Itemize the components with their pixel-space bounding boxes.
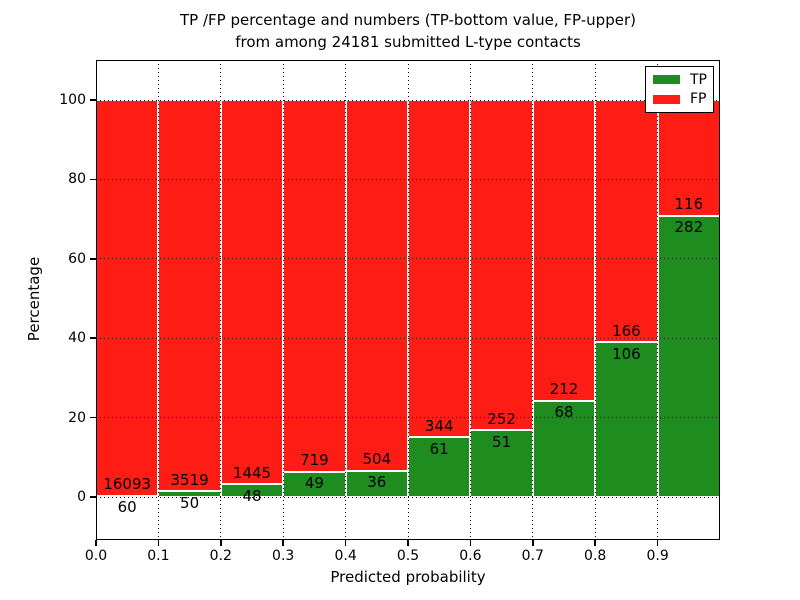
bar-segment-tp [595, 342, 658, 497]
x-tick-mark [344, 540, 347, 546]
fp-count-label: 344 [424, 416, 454, 435]
bar-segment-tp [408, 437, 471, 497]
legend-swatch-tp [653, 75, 680, 85]
h-gridline [96, 99, 720, 101]
y-tick-mark [90, 178, 96, 181]
bar-segment-fp [220, 100, 284, 485]
fp-count-label: 116 [674, 195, 704, 214]
v-gridline [157, 60, 159, 540]
bar-segment-fp [595, 100, 658, 343]
v-gridline [657, 60, 659, 540]
tp-count-label: 36 [367, 473, 387, 492]
x-tick-mark [220, 540, 222, 546]
bar-segment-fp [345, 100, 408, 471]
plot-area: TP FP 16093 60 3519 50 1445 48 719 49 504 36 344 61 2… [90, 60, 720, 546]
fp-count-label: 504 [362, 450, 392, 469]
bar-segment-tp [470, 430, 533, 497]
y-tick-mark [90, 99, 96, 101]
x-tick-mark [282, 540, 284, 546]
x-tick-mark [407, 540, 409, 546]
fp-count-label: 16093 [103, 475, 152, 494]
tp-count-label: 51 [492, 432, 512, 451]
chart-title-line1: TP /FP percentage and numbers (TP-bottom… [180, 11, 636, 29]
x-tick-label: 0.2 [209, 548, 232, 564]
x-tick-mark [95, 540, 97, 546]
bar-segment-tp [283, 471, 346, 497]
h-gridline [96, 417, 720, 419]
v-gridline [220, 60, 222, 540]
x-tick-label: 0.9 [646, 548, 669, 564]
x-tick-label: 0.1 [147, 548, 170, 564]
fp-count-label: 3519 [170, 470, 209, 489]
x-tick-label: 0.6 [459, 548, 482, 564]
h-gridline [96, 496, 720, 498]
v-gridline [469, 60, 471, 540]
x-tick-label: 0.5 [396, 548, 420, 564]
y-tick-label: 0 [77, 489, 86, 505]
tp-count-label: 61 [429, 439, 449, 458]
legend-swatch-fp [653, 94, 680, 104]
tp-count-label: 106 [612, 344, 641, 363]
fp-count-label: 212 [549, 380, 579, 399]
bar-segment-fp [470, 100, 533, 431]
y-tick-mark [90, 416, 96, 419]
v-gridline [407, 60, 409, 540]
fp-count-label: 252 [487, 409, 516, 428]
x-tick-label: 0.8 [584, 548, 607, 564]
x-tick-label: 0.0 [84, 548, 108, 564]
chart-title-line2: from among 24181 submitted L-type contac… [235, 33, 581, 51]
tp-count-label: 50 [180, 493, 200, 512]
tp-count-label: 68 [554, 403, 574, 422]
bar-segment-tp [345, 470, 408, 497]
x-tick-mark [594, 540, 596, 546]
v-gridline [345, 60, 347, 540]
x-tick-mark [157, 540, 160, 546]
legend-label-tp: TP [690, 71, 707, 88]
bar-segment-tp [532, 400, 596, 497]
y-tick-mark [90, 337, 96, 339]
y-tick-label: 40 [68, 330, 86, 347]
chart-title: TP /FP percentage and numbers (TP-bottom… [96, 9, 720, 53]
tp-count-label: 60 [117, 498, 137, 517]
x-tick-label: 0.4 [334, 548, 357, 564]
legend-item-fp: FP [646, 92, 713, 106]
fp-count-label: 1445 [232, 463, 272, 482]
y-tick-label: 20 [68, 409, 86, 426]
v-gridline [594, 60, 596, 540]
y-tick-label: 60 [68, 250, 86, 267]
y-tick-label: 100 [59, 92, 86, 108]
x-tick-mark [656, 540, 659, 546]
h-gridline [96, 178, 720, 180]
x-tick-label: 0.3 [272, 548, 295, 564]
x-tick-mark [469, 540, 472, 546]
bar-segment-tp [220, 484, 284, 497]
tp-count-label: 282 [674, 218, 704, 237]
h-gridline [96, 258, 720, 260]
fp-count-label: 166 [612, 321, 641, 340]
x-axis-label: Predicted probability [330, 568, 486, 586]
h-gridline [96, 337, 720, 339]
y-tick-label: 80 [68, 171, 86, 188]
bar-segment-fp [408, 100, 471, 438]
bar-segment-fp [158, 100, 221, 492]
bar-segment-fp [532, 100, 596, 401]
legend: TP FP [645, 66, 714, 113]
x-tick-label: 0.7 [521, 548, 544, 564]
bar-segment-tp [657, 215, 720, 497]
fp-count-label: 719 [300, 451, 329, 470]
tp-count-label: 49 [304, 474, 324, 493]
v-gridline [532, 60, 534, 540]
legend-label-fp: FP [690, 91, 707, 108]
bar-segment-fp [657, 100, 720, 216]
y-tick-mark [90, 258, 96, 260]
bar-segment-fp [96, 100, 159, 496]
legend-item-tp: TP [646, 73, 713, 87]
v-gridline [282, 60, 284, 540]
tp-count-label: 48 [242, 486, 262, 505]
y-tick-mark [90, 496, 96, 498]
bar-segment-fp [283, 100, 346, 472]
x-tick-mark [532, 540, 534, 546]
